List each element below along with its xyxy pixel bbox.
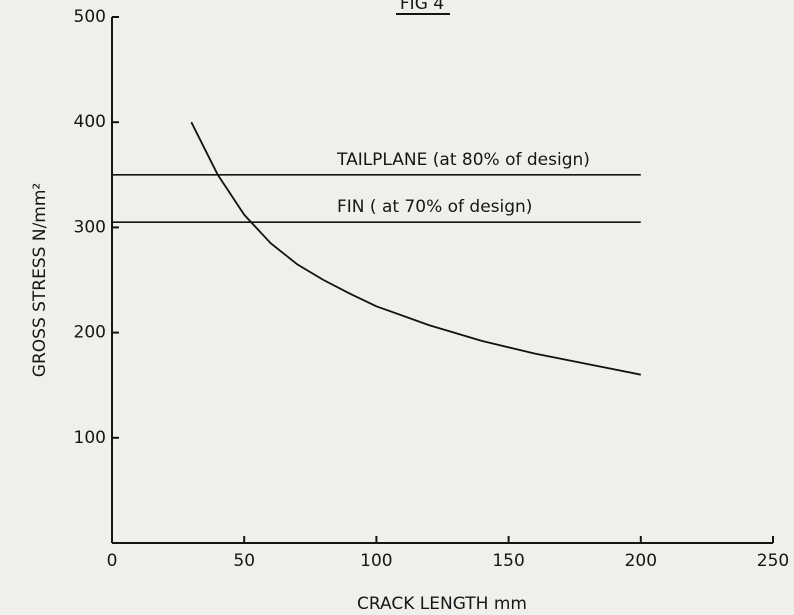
y-tick-label: 200 [74, 323, 106, 343]
y-axis-label: GROSS STRESS N/mm² [30, 183, 50, 377]
x-tick-label: 50 [233, 551, 255, 571]
reference-label: FIN ( at 70% of design) [337, 197, 532, 217]
x-tick-label: 150 [492, 551, 524, 571]
curve [190, 121, 641, 376]
y-tick-label: 400 [74, 112, 106, 132]
x-tick-label: 0 [107, 551, 118, 571]
x-axis-label: CRACK LENGTH mm [357, 594, 527, 614]
y-tick-label: 100 [74, 428, 106, 448]
x-tick-label: 200 [625, 551, 657, 571]
y-tick-label: 500 [74, 7, 106, 27]
x-tick-label: 250 [757, 551, 789, 571]
x-tick-label: 100 [360, 551, 392, 571]
y-tick-label: 300 [74, 217, 106, 237]
reference-label: TAILPLANE (at 80% of design) [336, 150, 590, 170]
chart-title: FIG 4 [400, 0, 444, 14]
